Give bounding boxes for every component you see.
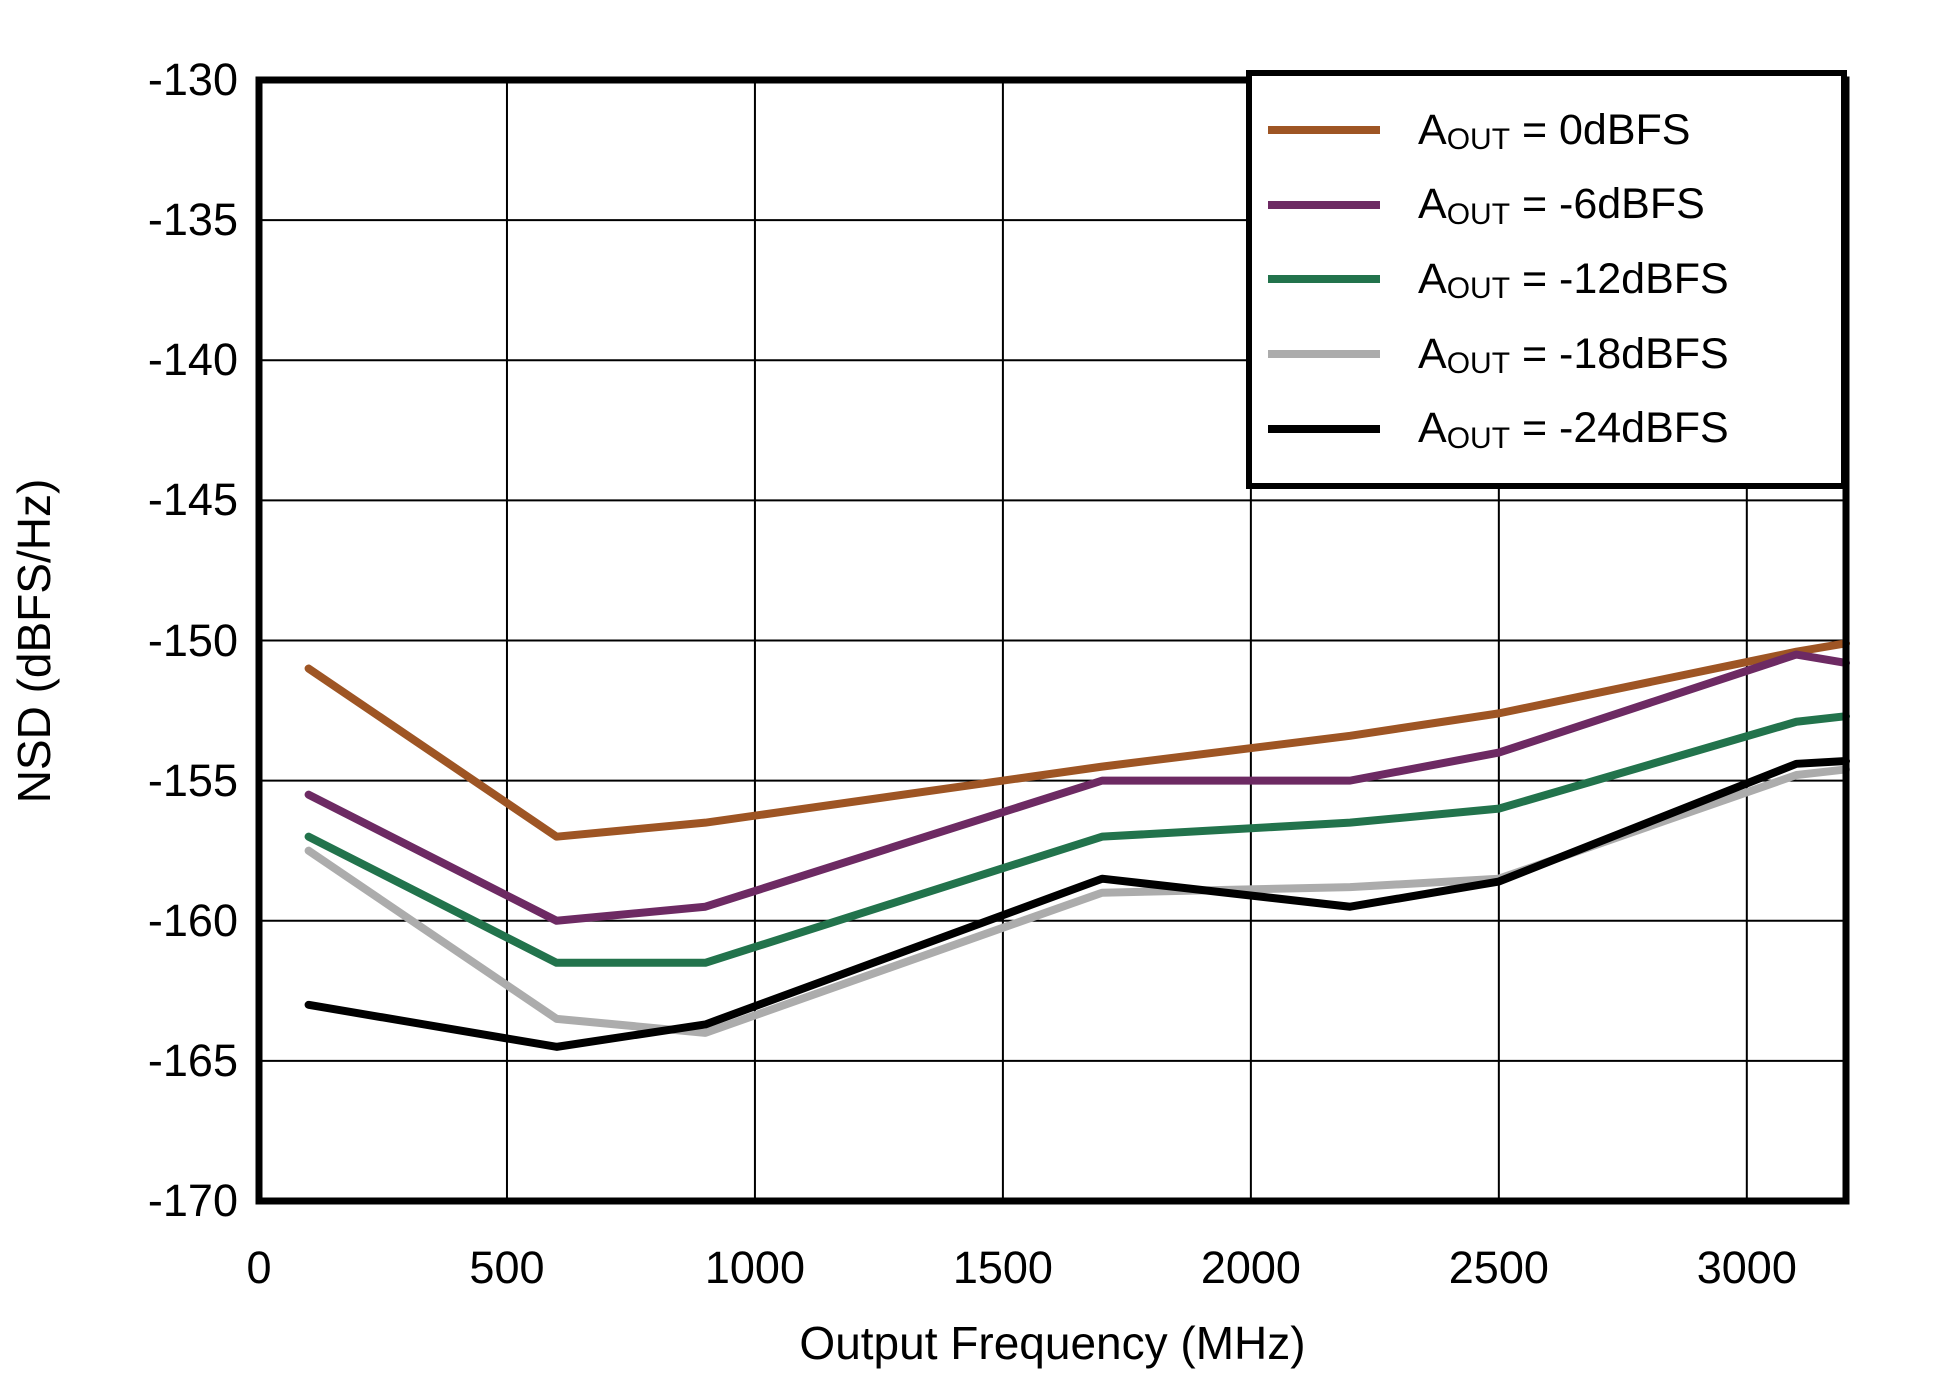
legend-item--24dBFS: AOUT = -24dBFS <box>1252 404 1841 455</box>
legend-label: AOUT = -6dBFS <box>1418 180 1705 231</box>
x-axis-title: Output Frequency (MHz) <box>799 1317 1306 1369</box>
legend-item-0dBFS: AOUT = 0dBFS <box>1252 105 1841 157</box>
legend-line-swatch <box>1268 350 1380 359</box>
legend-item--6dBFS: AOUT = -6dBFS <box>1252 180 1841 231</box>
curve-AOUT=-18dBFS <box>304 765 1850 1037</box>
y-tick--165: -165 <box>147 1034 238 1086</box>
curve-AOUT=-24dBFS <box>304 757 1850 1051</box>
y-tick--135: -135 <box>147 194 238 246</box>
x-tick-1500: 1500 <box>952 1242 1053 1293</box>
legend-line-swatch <box>1268 200 1380 209</box>
x-tick-3000: 3000 <box>1696 1242 1797 1293</box>
legend-line-swatch <box>1268 275 1380 284</box>
y-tick--155: -155 <box>147 754 238 806</box>
y-tick--145: -145 <box>147 474 238 526</box>
legend-line-swatch <box>1268 126 1380 135</box>
y-tick--140: -140 <box>147 334 238 386</box>
x-tick-500: 500 <box>469 1242 545 1293</box>
y-tick--150: -150 <box>147 614 238 666</box>
data-curves <box>304 639 1850 1051</box>
legend-label: AOUT = -18dBFS <box>1418 329 1729 381</box>
curve-AOUT=0dBFS <box>304 639 1850 841</box>
legend-item--18dBFS: AOUT = -18dBFS <box>1252 329 1841 381</box>
plot-frame <box>255 76 1850 1205</box>
x-tick-2000: 2000 <box>1200 1242 1301 1293</box>
x-tick-0: 0 <box>246 1242 272 1293</box>
y-tick--160: -160 <box>147 894 238 946</box>
legend-item--12dBFS: AOUT = -12dBFS <box>1252 254 1841 306</box>
y-tick--170: -170 <box>147 1175 238 1226</box>
legend: AOUT = 0dBFS AOUT = -6dBFS AOUT = -12dBFS A… <box>1246 70 1847 489</box>
y-axis-title: NSD (dBFS/Hz) <box>8 478 60 803</box>
curve-AOUT=-6dBFS <box>304 650 1850 925</box>
y-tick--130: -130 <box>147 54 238 105</box>
legend-label: AOUT = -24dBFS <box>1418 404 1729 455</box>
x-tick-2500: 2500 <box>1448 1242 1549 1293</box>
x-tick-1000: 1000 <box>704 1242 805 1293</box>
curve-AOUT=-12dBFS <box>304 712 1850 967</box>
legend-line-swatch <box>1268 424 1380 433</box>
legend-label: AOUT = 0dBFS <box>1418 105 1691 157</box>
legend-label: AOUT = -12dBFS <box>1418 254 1729 306</box>
